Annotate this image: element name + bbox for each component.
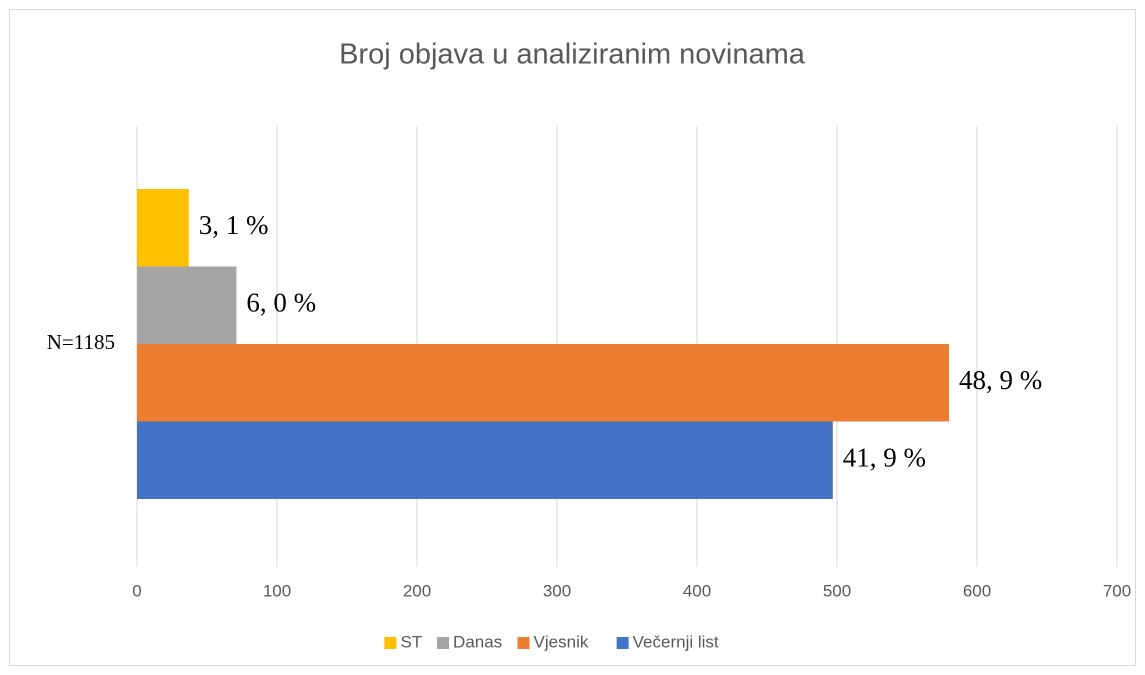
x-tick-label: 600	[963, 581, 991, 600]
legend-swatch	[384, 637, 397, 649]
legend-label: ST	[400, 632, 422, 651]
bar	[137, 344, 949, 422]
legend-label: Vjesnik	[534, 632, 589, 651]
y-tick-label: N=1185	[47, 330, 115, 354]
x-tick-label: 200	[403, 581, 431, 600]
legend-swatch	[437, 637, 450, 649]
bar	[137, 189, 189, 267]
legend-swatch	[616, 637, 629, 649]
x-tick-label: 500	[823, 581, 851, 600]
data-label: 48, 9 %	[959, 365, 1042, 395]
legend-label: Danas	[453, 632, 502, 651]
chart-title: Broj objava u analiziranim novinama	[339, 39, 806, 71]
x-tick-label: 700	[1103, 581, 1131, 600]
data-label: 41, 9 %	[843, 442, 926, 472]
x-tick-label: 0	[132, 581, 141, 600]
x-tick-label: 400	[683, 581, 711, 600]
bar	[137, 266, 237, 344]
bar	[137, 421, 833, 499]
x-tick-label: 100	[263, 581, 291, 600]
data-label: 6, 0 %	[246, 287, 316, 317]
x-tick-label: 300	[543, 581, 571, 600]
legend-label: Večernji list	[633, 632, 719, 651]
legend-swatch	[517, 637, 530, 649]
data-label: 3, 1 %	[199, 210, 269, 240]
